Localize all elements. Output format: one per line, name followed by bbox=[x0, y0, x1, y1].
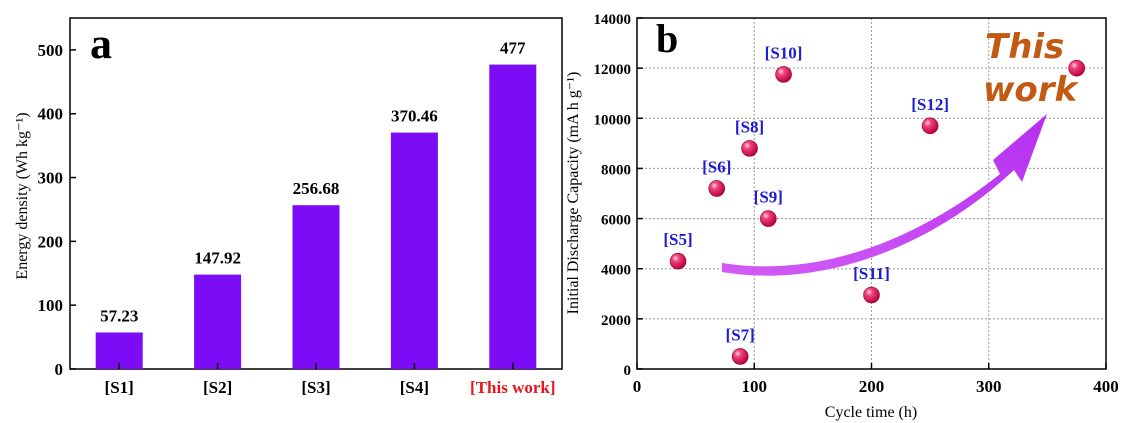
y-tick-label: 4000 bbox=[601, 263, 631, 279]
scatter-chart-panel-b: b 0 100 200 300 4000200040006000800010000120… bbox=[565, 12, 1119, 421]
bar-value-label: 57.23 bbox=[100, 306, 138, 325]
grid-lines-b bbox=[637, 18, 1106, 369]
scatter-points-b bbox=[669, 59, 1085, 365]
y-axis-ticks-a: 0 100 200 300 400 500 bbox=[38, 41, 76, 379]
point-label: [S12] bbox=[911, 95, 949, 114]
bar-value-labels-a: 57.23 147.92 256.68 370.46 477 bbox=[100, 39, 526, 326]
point-label: [S7] bbox=[726, 325, 755, 344]
scatter-point bbox=[760, 210, 777, 227]
x-tick-label: 200 bbox=[859, 377, 885, 396]
bar-value-label: 370.46 bbox=[391, 107, 438, 126]
bar-series-a bbox=[95, 64, 537, 369]
this-work-annotation-line2: work bbox=[983, 70, 1080, 110]
scatter-point bbox=[775, 66, 792, 83]
scatter-point bbox=[741, 140, 758, 157]
bar bbox=[390, 132, 438, 369]
point-label: [S11] bbox=[853, 264, 890, 283]
y-tick-label: 100 bbox=[38, 296, 64, 315]
x-category-label: [S4] bbox=[400, 378, 429, 397]
y-tick-label: 300 bbox=[38, 169, 64, 188]
scatter-point bbox=[921, 117, 939, 135]
point-label: [S9] bbox=[754, 188, 783, 207]
y-axis-label-b: Initial Discharge Capacity (mA h g⁻¹) bbox=[565, 72, 582, 315]
point-label: [S10] bbox=[765, 43, 803, 62]
x-category-labels-a: [S1] [S2] [S3] [S4] [This work] bbox=[105, 363, 556, 397]
x-category-label: [S3] bbox=[301, 378, 330, 397]
panel-label-a: a bbox=[90, 19, 112, 68]
point-label: [S8] bbox=[735, 117, 764, 136]
y-tick-label: 0 bbox=[55, 360, 64, 379]
bar-value-label: 147.92 bbox=[194, 249, 241, 268]
x-category-label: [This work] bbox=[470, 378, 555, 397]
point-label: [S6] bbox=[702, 157, 731, 176]
y-tick-label: 8000 bbox=[601, 162, 631, 178]
y-tick-label: 400 bbox=[38, 105, 64, 124]
y-axis-label-a: Energy density (Wh kg⁻¹) bbox=[14, 112, 31, 279]
bar-value-label: 256.68 bbox=[293, 179, 340, 198]
bar bbox=[292, 205, 340, 369]
point-label: [S5] bbox=[663, 230, 692, 249]
x-category-label: [S1] bbox=[105, 378, 134, 397]
x-tick-label: 400 bbox=[1093, 377, 1119, 396]
y-tick-label: 10000 bbox=[594, 112, 632, 128]
scatter-point bbox=[669, 252, 687, 270]
bar-value-label: 477 bbox=[500, 39, 526, 58]
point-labels-b: [S5] [S6] [S7] [S8] [S9] [S10] [S11] [S12] bbox=[663, 43, 949, 344]
x-tick-label: 0 bbox=[633, 377, 642, 396]
scatter-point bbox=[731, 348, 749, 365]
curved-arrow-icon bbox=[722, 114, 1047, 276]
bar bbox=[489, 64, 537, 369]
bar-chart-panel-a: a 0 100 200 300 400 500 57.23 147.92 256.68 370.… bbox=[14, 17, 563, 397]
scatter-point bbox=[708, 180, 726, 197]
x-tick-label: 300 bbox=[976, 377, 1002, 396]
scatter-point bbox=[863, 286, 880, 304]
bar bbox=[95, 332, 143, 369]
y-tick-label: 14000 bbox=[594, 12, 632, 28]
y-tick-label: 500 bbox=[38, 41, 64, 60]
x-axis-label-b: Cycle time (h) bbox=[825, 404, 917, 421]
scatter-point bbox=[1068, 59, 1085, 77]
panel-label-b: b bbox=[656, 16, 678, 61]
this-work-annotation-line1: This bbox=[985, 27, 1064, 67]
x-category-label: [S2] bbox=[203, 378, 232, 397]
y-tick-label: 0 bbox=[624, 363, 632, 379]
bar bbox=[194, 274, 242, 369]
axis-ticks-b: 0 100 200 300 400020004000600080001000012000… bbox=[594, 12, 1119, 396]
y-tick-label: 6000 bbox=[601, 213, 631, 229]
y-tick-label: 12000 bbox=[594, 62, 632, 78]
y-tick-label: 200 bbox=[38, 232, 64, 251]
y-tick-label: 2000 bbox=[601, 313, 631, 329]
x-tick-label: 100 bbox=[742, 377, 768, 396]
